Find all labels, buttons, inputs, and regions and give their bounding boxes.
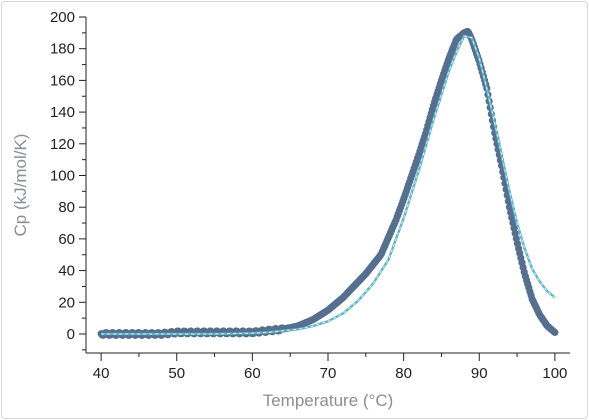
y-tick-label: 100 <box>50 167 75 184</box>
y-tick-label: 80 <box>58 199 75 216</box>
data-point <box>504 197 512 205</box>
y-tick-label: 0 <box>67 326 75 343</box>
axes: 0 20 40 60 80 100 120 140 160 180 200 40 50 60 70 80 90 1… <box>11 9 570 410</box>
y-tick-label: 200 <box>50 9 75 26</box>
y-axis-title: Cp (kJ/mol/K) <box>11 134 30 237</box>
x-tick-label: 100 <box>542 365 567 382</box>
y-tick-label: 160 <box>50 72 75 89</box>
x-tick-label: 40 <box>93 365 110 382</box>
data-points <box>97 27 559 340</box>
x-tick-label: 80 <box>395 365 412 382</box>
x-axis-title: Temperature (°C) <box>263 391 394 410</box>
y-tick-label: 140 <box>50 104 75 121</box>
x-tick-label: 50 <box>168 365 185 382</box>
x-tick-label: 60 <box>244 365 261 382</box>
fit-line-dash <box>101 35 556 335</box>
y-tick-label: 40 <box>58 263 75 280</box>
y-tick-label: 20 <box>58 294 75 311</box>
x-tick-label: 90 <box>471 365 488 382</box>
y-tick-label: 180 <box>50 41 75 58</box>
y-tick-label: 60 <box>58 231 75 248</box>
x-tick-label: 70 <box>320 365 337 382</box>
y-tick-label: 120 <box>50 136 75 153</box>
data-point <box>551 328 559 336</box>
fit-curve <box>101 34 556 336</box>
